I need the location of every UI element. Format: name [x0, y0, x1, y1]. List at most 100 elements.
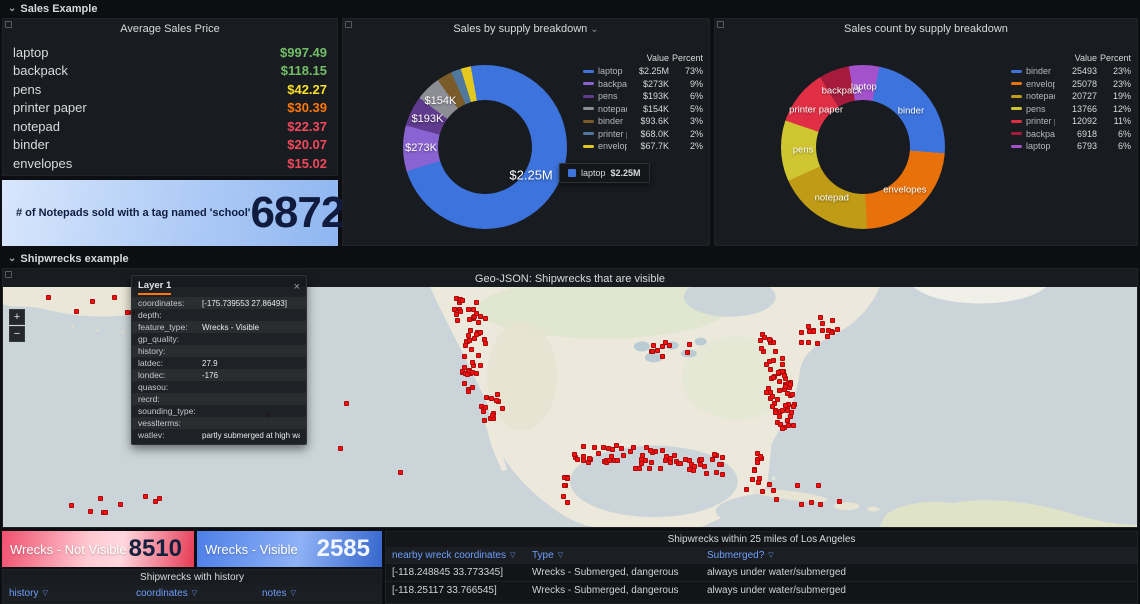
legend-item[interactable]: notepad $154K 5% [583, 103, 703, 116]
filter-icon[interactable]: ▽ [509, 552, 516, 559]
map-tooltip-row: watlev: partly submerged at high water [132, 429, 306, 441]
legend-item[interactable]: notepad 20727 19% [1011, 90, 1131, 103]
shipwreck-marker [755, 480, 761, 485]
panel-sales-by-supply: Sales by supply breakdown ⌄ $2.25M $273K $1… [342, 18, 710, 246]
donut-chart-sales-count[interactable] [781, 65, 945, 229]
table-cell: always under water/submerged [707, 567, 846, 578]
map-zoom-control: + − [9, 309, 25, 342]
shipwreck-marker [488, 396, 494, 402]
donut-chart-sales[interactable] [403, 65, 567, 229]
legend-item[interactable]: pens 13766 12% [1011, 103, 1131, 116]
map-puerto-rico [867, 506, 880, 512]
shipwreck-marker [677, 460, 683, 466]
shipwreck-marker [771, 358, 777, 364]
shipwreck-marker [805, 323, 811, 329]
legend-item[interactable]: laptop 6793 6% [1011, 140, 1131, 153]
legend-label: backpack [1026, 128, 1055, 139]
legend-item[interactable]: binder 25493 23% [1011, 65, 1131, 78]
legend-item[interactable]: laptop $2.25M 73% [583, 65, 703, 78]
shipwreck-marker [153, 498, 159, 504]
shipwreck-marker [758, 453, 764, 459]
shipwreck-marker [757, 338, 763, 344]
legend-percent: 9% [689, 78, 703, 89]
price-row: pens $42.27 [3, 80, 337, 99]
column-header-submerged[interactable]: Submerged? ▽ [701, 550, 1137, 561]
legend-value: $2.25M [638, 66, 669, 77]
price-row: envelopes $15.02 [3, 154, 337, 173]
map-tooltip-layer-tab[interactable]: Layer 1 [138, 280, 172, 295]
panel-info-icon[interactable] [5, 271, 12, 278]
shipwreck-marker [68, 503, 74, 509]
legend-item[interactable]: envelopes 25078 23% [1011, 78, 1131, 91]
panel-info-icon[interactable] [717, 21, 724, 28]
legend-swatch-icon [583, 82, 594, 86]
shipwreck-marker [467, 338, 473, 344]
map-caribbean-sea [715, 490, 900, 527]
shipwreck-marker [650, 342, 656, 348]
column-header-type[interactable]: Type ▽ [526, 550, 701, 561]
shipwreck-marker [667, 456, 673, 462]
column-header-coordinates[interactable]: coordinates ▽ [130, 588, 256, 599]
item-value: $30.39 [287, 100, 327, 116]
panel-menu-caret-icon[interactable]: ⌄ [590, 24, 599, 35]
map-tooltip-field-value: [-175.739553 27.86493] [202, 298, 287, 308]
panel-title[interactable]: Shipwrecks within 25 miles of Los Angele… [667, 534, 856, 545]
shipwreck-marker [458, 308, 464, 314]
panel-title[interactable]: Sales by supply breakdown ⌄ [343, 19, 709, 39]
legend-item[interactable]: backpack $273K 9% [583, 78, 703, 91]
zoom-out-button[interactable]: − [9, 326, 25, 342]
legend-value: 25493 [1071, 66, 1097, 77]
legend-item[interactable]: envelopes $67.7K 2% [583, 140, 703, 153]
panel-info-icon[interactable] [5, 21, 12, 28]
shipwreck-marker [483, 316, 489, 322]
legend-item[interactable]: printer paper $68.0K 2% [583, 128, 703, 141]
shipwreck-marker [632, 465, 638, 471]
shipwreck-marker [704, 470, 710, 476]
shipwreck-marker [799, 340, 805, 346]
filter-icon[interactable]: ▽ [290, 590, 296, 597]
shipwreck-marker [687, 466, 693, 472]
filter-icon[interactable]: ▽ [191, 590, 198, 597]
shipwreck-marker [451, 307, 457, 313]
legend-swatch-icon [583, 132, 594, 136]
item-label: notepad [13, 118, 60, 134]
legend-item[interactable]: backpack 6918 6% [1011, 128, 1131, 141]
shipwreck-marker [672, 453, 678, 459]
panel-title[interactable]: Shipwrecks with history [140, 572, 244, 583]
chart-tooltip: laptop $2.25M [559, 163, 650, 183]
close-icon[interactable]: × [293, 281, 300, 293]
panel-info-icon[interactable] [345, 21, 352, 28]
legend-value: $154K [642, 103, 669, 114]
legend-label: printer paper [598, 128, 627, 139]
legend-item[interactable]: binder $93.6K 3% [583, 115, 703, 128]
panel-title[interactable]: Sales count by supply breakdown [844, 23, 1008, 35]
panel-title[interactable]: Average Sales Price [120, 23, 220, 35]
panel-title[interactable]: Geo-JSON: Shipwrecks that are visible [474, 273, 666, 285]
shipwreck-marker [685, 350, 691, 356]
stat-label: Wrecks - Visible [205, 541, 298, 557]
shipwreck-marker [775, 396, 781, 402]
legend-swatch-icon [1011, 119, 1022, 123]
shipwreck-marker [776, 414, 782, 420]
row-header-shipwrecks[interactable]: ⌄ Shipwrecks example [8, 253, 129, 265]
row-header-label: Shipwrecks example [20, 253, 129, 265]
chart-tooltip-series: laptop [581, 168, 606, 178]
column-header-label: notes [262, 587, 287, 599]
legend-swatch-icon [583, 69, 594, 73]
filter-icon[interactable]: ▽ [557, 552, 564, 559]
legend-item[interactable]: pens $193K 6% [583, 90, 703, 103]
legend-label: envelopes [598, 141, 627, 152]
filter-icon[interactable]: ▽ [42, 590, 48, 597]
item-label: binder [13, 137, 50, 153]
legend-label: laptop [1026, 141, 1051, 152]
map-bahamas [771, 476, 776, 481]
legend-percent: 2% [689, 141, 703, 152]
column-header-history[interactable]: history ▽ [3, 588, 130, 599]
zoom-in-button[interactable]: + [9, 309, 25, 325]
column-header-notes[interactable]: notes ▽ [256, 588, 381, 599]
legend-item[interactable]: printer paper 12092 11% [1011, 115, 1131, 128]
column-header-nearby-wreck-coordinates[interactable]: nearby wreck coordinates ▽ [386, 550, 526, 561]
donut-hole [438, 100, 532, 194]
filter-icon[interactable]: ▽ [768, 552, 774, 559]
row-header-sales[interactable]: ⌄ Sales Example [8, 3, 97, 15]
